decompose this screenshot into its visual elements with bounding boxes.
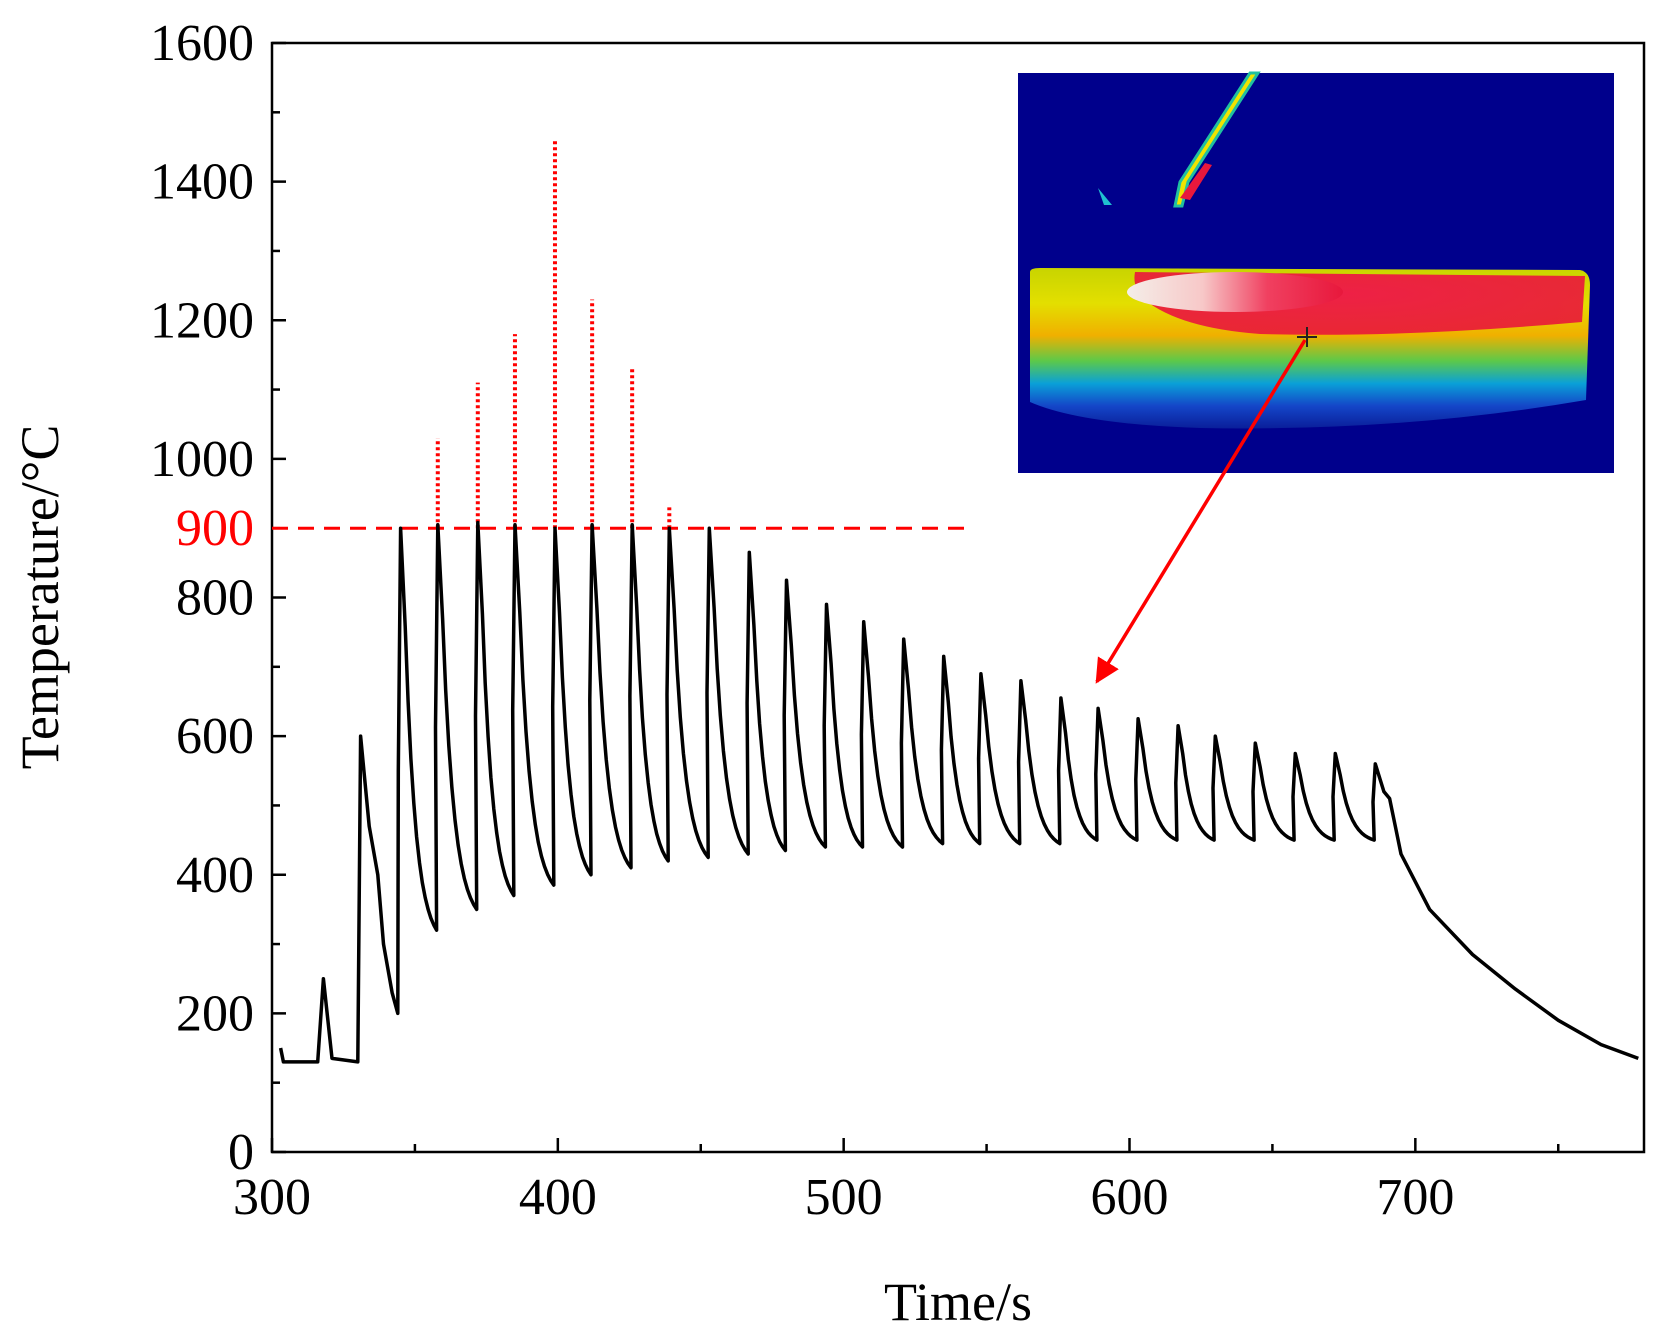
- inset-nozzle-tip: [1098, 188, 1112, 205]
- series-line: [278, 520, 1639, 1064]
- x-tick-label: 500: [805, 1169, 883, 1226]
- pointer-arrow: [1095, 339, 1307, 684]
- y-tick-label: 1000: [150, 431, 254, 488]
- thermal-inset: [1018, 71, 1614, 473]
- y-axis-title: Temperature/°C: [10, 425, 70, 770]
- y-tick-label: 0: [228, 1124, 254, 1181]
- y-tick-label: 400: [176, 847, 254, 904]
- inset-melt-pool: [1127, 272, 1343, 312]
- y-tick-label: 1400: [150, 154, 254, 211]
- y-tick-label: 1200: [150, 292, 254, 349]
- x-tick-label: 600: [1091, 1169, 1169, 1226]
- x-axis-title: Time/s: [884, 1272, 1032, 1332]
- y-tick-label: 1600: [150, 15, 254, 72]
- y-axis: 0 200 400 600 800 1000 1200 1400 1600: [150, 15, 286, 1181]
- threshold-label: 900: [176, 500, 254, 557]
- x-tick-label: 700: [1376, 1169, 1454, 1226]
- y-tick-label: 800: [176, 570, 254, 627]
- x-tick-label: 400: [519, 1169, 597, 1226]
- inset-torch-hot: [1180, 163, 1212, 200]
- y-tick-label: 600: [176, 708, 254, 765]
- inset-probe-marker: [1297, 327, 1317, 347]
- inset-torch: [1173, 71, 1261, 208]
- exceed-spikes: [435, 140, 672, 529]
- x-axis: 300 400 500 600 700: [233, 1138, 1560, 1226]
- y-tick-label: 200: [176, 985, 254, 1042]
- x-tick-label: 300: [233, 1169, 311, 1226]
